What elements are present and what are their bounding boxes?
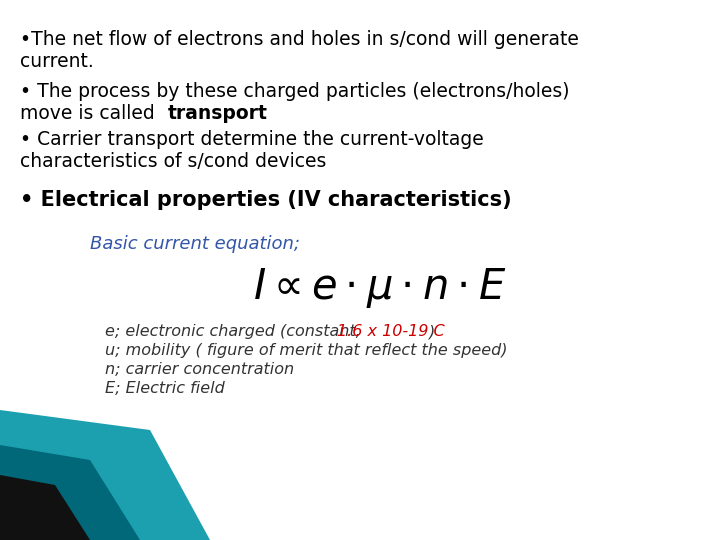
Text: Basic current equation;: Basic current equation; [90, 235, 300, 253]
Text: E; Electric field: E; Electric field [105, 381, 225, 396]
Polygon shape [0, 445, 140, 540]
Text: ): ) [429, 325, 436, 340]
Polygon shape [0, 410, 210, 540]
Text: u; mobility ( figure of merit that reflect the speed): u; mobility ( figure of merit that refle… [105, 343, 508, 359]
Text: current.: current. [20, 52, 94, 71]
Text: e; electronic charged (constant,: e; electronic charged (constant, [105, 325, 366, 340]
Polygon shape [0, 475, 90, 540]
Text: • Carrier transport determine the current-voltage: • Carrier transport determine the curren… [20, 130, 484, 149]
Text: characteristics of s/cond devices: characteristics of s/cond devices [20, 152, 326, 171]
Text: • Electrical properties (IV characteristics): • Electrical properties (IV characterist… [20, 190, 512, 210]
Text: •The net flow of electrons and holes in s/cond will generate: •The net flow of electrons and holes in … [20, 30, 579, 49]
Text: 1.6 x 10-19 C: 1.6 x 10-19 C [337, 325, 445, 340]
Text: $I \propto e \cdot \mu \cdot n \cdot E$: $I \propto e \cdot \mu \cdot n \cdot E$ [253, 266, 507, 310]
Text: transport: transport [168, 104, 268, 123]
Text: n; carrier concentration: n; carrier concentration [105, 362, 294, 377]
Text: move is called: move is called [20, 104, 161, 123]
Text: • The process by these charged particles (electrons/holes): • The process by these charged particles… [20, 82, 570, 101]
